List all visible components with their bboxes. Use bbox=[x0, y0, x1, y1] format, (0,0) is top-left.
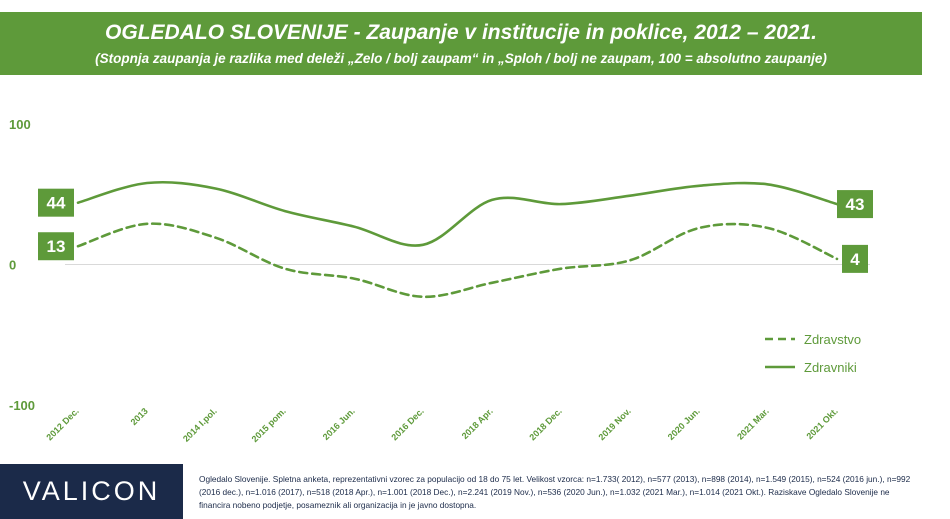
end-label-zdravniki: 43 bbox=[846, 195, 865, 214]
end-label-zdravstvo-box bbox=[842, 244, 868, 273]
y-tick-label: 0 bbox=[9, 258, 16, 273]
x-tick-label: 2016 Jun. bbox=[321, 406, 357, 442]
chart-subtitle: (Stopnja zaupanja je razlika med deleži … bbox=[95, 51, 827, 66]
x-tick-label: 2018 Dec. bbox=[527, 406, 563, 442]
start-label-zdravniki-box bbox=[38, 188, 74, 217]
brand-logo: VALICON bbox=[0, 464, 183, 519]
x-tick-label: 2013 bbox=[129, 406, 150, 427]
x-tick-label: 2019 Nov. bbox=[597, 406, 633, 442]
x-tick-label: 2018 Apr. bbox=[460, 406, 495, 441]
legend-label-zdravstvo: Zdravstvo bbox=[804, 332, 861, 347]
x-tick-label: 2014 I.pol. bbox=[181, 406, 219, 444]
start-label-zdravstvo-box bbox=[38, 232, 74, 261]
end-label-zdravniki-box bbox=[837, 190, 873, 219]
x-tick-label: 2021 Mar. bbox=[735, 406, 771, 442]
x-tick-label: 2016 Dec. bbox=[389, 406, 425, 442]
x-tick-label: 2020 Jun. bbox=[666, 406, 702, 442]
y-tick-label: -100 bbox=[9, 398, 35, 413]
y-tick-label: 100 bbox=[9, 117, 31, 132]
end-label-zdravstvo: 4 bbox=[850, 250, 860, 269]
start-label-zdravstvo: 13 bbox=[47, 237, 66, 256]
methodology-note: Ogledalo Slovenije. Spletna anketa, repr… bbox=[199, 474, 911, 510]
footer: VALICON Ogledalo Slovenije. Spletna anke… bbox=[0, 464, 950, 519]
chart-header: OGLEDALO SLOVENIJE - Zaupanje v instituc… bbox=[0, 12, 922, 75]
line-chart: 100 0 -100 44 13 43 4 2012 Dec. 2013 2014 I.pol. 2… bbox=[9, 117, 873, 444]
x-tick-label: 2012 Dec. bbox=[44, 406, 80, 442]
series-line-zdravniki bbox=[76, 180, 839, 247]
x-tick-label: 2015 pom. bbox=[250, 406, 288, 444]
chart-title: OGLEDALO SLOVENIJE - Zaupanje v instituc… bbox=[105, 21, 817, 44]
series-line-zdravstvo bbox=[76, 222, 839, 299]
legend-label-zdravniki: Zdravniki bbox=[804, 360, 857, 375]
x-tick-label: 2021 Okt. bbox=[804, 406, 839, 441]
start-label-zdravniki: 44 bbox=[47, 194, 66, 213]
